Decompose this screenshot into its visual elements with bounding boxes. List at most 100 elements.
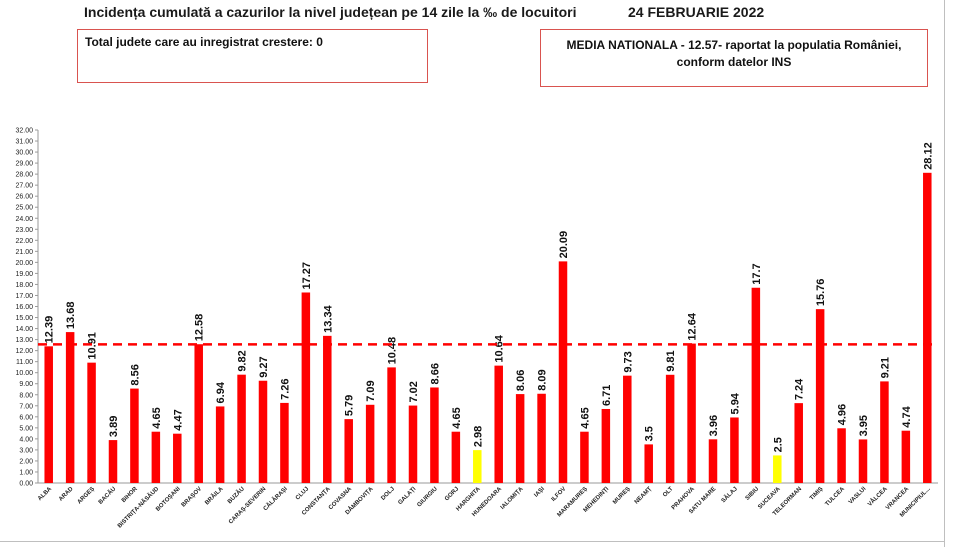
bar-value-label: 9.81 <box>665 350 677 371</box>
category-label: VASLUI <box>848 486 868 506</box>
bar-value-label: 3.95 <box>858 415 870 436</box>
y-tick-label: 9.00 <box>19 381 33 388</box>
y-tick-label: 13.00 <box>15 337 33 344</box>
bar <box>494 365 503 483</box>
category-label: OLT <box>662 486 675 499</box>
bar-value-label: 12.64 <box>687 312 699 340</box>
bar-value-label: 17.27 <box>301 262 313 290</box>
frame-right-border <box>944 0 945 547</box>
category-label: BUZĂU <box>226 485 246 505</box>
bar <box>301 292 311 483</box>
bar <box>880 381 889 483</box>
bar-value-label: 4.74 <box>901 405 913 427</box>
y-tick-label: 4.00 <box>19 436 33 443</box>
y-tick-label: 11.00 <box>16 359 33 366</box>
y-tick-label: 27.00 <box>15 183 33 190</box>
bar <box>601 408 611 483</box>
y-tick-label: 20.00 <box>15 260 33 267</box>
category-label: BIHOR <box>121 486 139 504</box>
y-tick-label: 22.00 <box>15 238 33 245</box>
bar-value-label: 7.26 <box>279 378 291 399</box>
y-tick-label: 12.00 <box>15 348 33 355</box>
bar <box>215 406 225 483</box>
bar-value-label: 8.09 <box>537 369 549 390</box>
category-label: SĂLAJ <box>720 485 739 504</box>
y-tick-label: 5.00 <box>19 425 33 432</box>
bar <box>815 309 825 483</box>
y-tick-label: 29.00 <box>15 161 33 168</box>
y-tick-label: 8.00 <box>19 392 33 399</box>
bar <box>923 172 932 483</box>
category-label: IALOMIȚA <box>500 486 525 511</box>
growth-summary-text: Total judete care au inregistrat crester… <box>85 35 323 49</box>
bar-value-label: 10.64 <box>494 334 506 362</box>
y-tick-label: 17.00 <box>15 293 33 300</box>
report-date: 24 FEBRUARIE 2022 <box>628 4 765 20</box>
bar <box>730 417 739 483</box>
category-label: TULCEA <box>825 486 847 508</box>
y-tick-label: 31.00 <box>15 139 33 146</box>
bar-value-label: 3.89 <box>108 416 120 437</box>
category-label: DOLJ <box>380 486 396 502</box>
category-label: ALBA <box>37 486 53 502</box>
bar <box>794 403 803 483</box>
y-tick-label: 32.00 <box>15 128 33 135</box>
bar <box>580 431 589 483</box>
bar-value-label: 8.66 <box>429 363 441 384</box>
category-label: MUREȘ <box>612 486 632 506</box>
bar-value-label: 7.24 <box>794 378 806 400</box>
category-label: ARGEȘ <box>77 486 96 505</box>
y-tick-label: 26.00 <box>15 194 33 201</box>
y-tick-label: 6.00 <box>19 414 33 421</box>
category-label: NEAMȚ <box>634 486 654 506</box>
y-tick-label: 25.00 <box>15 205 33 212</box>
bar-value-label: 7.09 <box>365 380 377 401</box>
y-tick-label: 14.00 <box>15 326 33 333</box>
bar-value-label: 13.68 <box>65 302 77 330</box>
bar-value-label: 4.47 <box>172 409 184 430</box>
bar <box>151 431 161 483</box>
y-tick-label: 0.00 <box>19 481 33 488</box>
bar-value-label: 9.27 <box>258 356 270 377</box>
bar-value-label: 10.91 <box>87 332 99 360</box>
y-tick-label: 3.00 <box>19 447 33 454</box>
bar-value-label: 3.96 <box>708 415 720 436</box>
bar <box>623 375 632 483</box>
y-tick-label: 1.00 <box>19 469 33 476</box>
bar-value-label: 5.94 <box>729 392 741 414</box>
national-average-line2: conform datelor INS <box>676 55 792 69</box>
bar-value-label: 9.73 <box>622 351 634 372</box>
bar-value-label: 8.06 <box>515 370 527 391</box>
bar <box>901 430 911 483</box>
growth-summary-box: Total judete care au inregistrat crester… <box>77 29 428 83</box>
bar-value-label: 17.7 <box>751 263 763 284</box>
y-tick-label: 24.00 <box>15 216 33 223</box>
y-tick-label: 28.00 <box>15 172 33 179</box>
bar-value-label: 20.09 <box>558 231 570 259</box>
y-tick-label: 16.00 <box>15 304 33 311</box>
bar-value-label: 6.94 <box>215 381 227 403</box>
bar <box>237 374 246 483</box>
bar <box>258 380 268 483</box>
bar-value-label: 13.34 <box>322 304 334 332</box>
bar <box>515 394 525 483</box>
y-tick-label: 2.00 <box>19 458 33 465</box>
bar <box>44 346 53 483</box>
bar-value-label: 7.02 <box>408 381 420 402</box>
category-label: GALAȚI <box>397 486 417 506</box>
bar <box>65 332 75 483</box>
bar <box>130 388 139 483</box>
category-label: BRAȘOV <box>181 486 203 508</box>
bar-value-label: 8.56 <box>129 364 141 385</box>
bar <box>558 261 568 483</box>
bar <box>387 367 396 483</box>
bar <box>344 419 353 483</box>
national-average-box: MEDIA NATIONALA - 12.57- raportat la pop… <box>540 29 928 87</box>
bar <box>858 439 868 483</box>
y-tick-label: 19.00 <box>15 271 33 278</box>
category-label: BISTRIȚA-NĂSĂUD <box>116 485 161 530</box>
national-average-line1: MEDIA NATIONALA - 12.57- raportat la pop… <box>566 38 902 52</box>
category-label: CLUJ <box>295 486 310 501</box>
y-tick-label: 10.00 <box>15 370 33 377</box>
y-tick-label: 23.00 <box>15 227 33 234</box>
